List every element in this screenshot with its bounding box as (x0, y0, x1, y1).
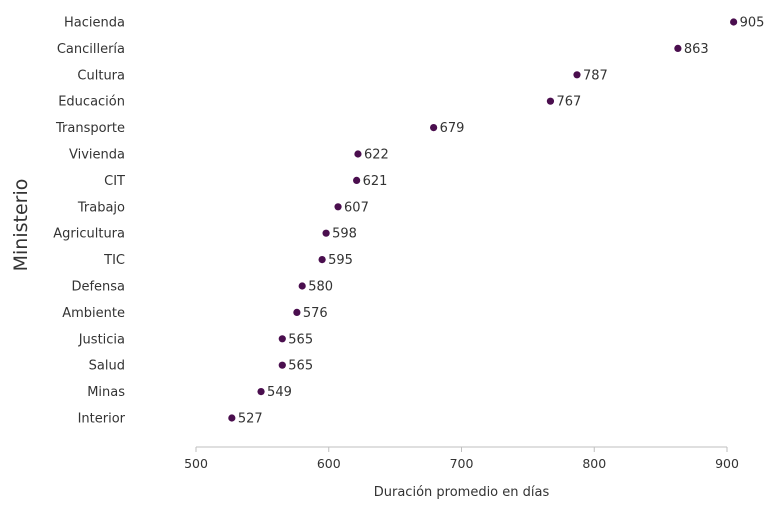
data-label: 767 (556, 95, 581, 110)
category-label: TIC (103, 253, 125, 268)
category-label: Educación (58, 95, 125, 110)
y-axis-title: Ministerio (10, 179, 32, 272)
category-label: Cancillería (57, 42, 125, 57)
category-label: Ambiente (62, 306, 125, 321)
category-label: Trabajo (77, 200, 125, 215)
data-label: 622 (364, 148, 389, 163)
data-point (730, 18, 738, 26)
data-label: 679 (440, 121, 465, 136)
data-point (334, 203, 342, 211)
data-point (278, 335, 286, 343)
category-label: Hacienda (64, 16, 125, 31)
data-label: 607 (344, 200, 369, 215)
x-tick-label: 700 (450, 456, 474, 471)
data-point (354, 150, 362, 158)
data-point (573, 71, 581, 79)
category-label: Salud (89, 359, 125, 374)
category-label: Cultura (77, 68, 125, 83)
data-point (228, 414, 236, 422)
category-label: Agricultura (53, 227, 125, 242)
data-label: 527 (238, 412, 263, 427)
data-point (298, 282, 306, 290)
data-label: 863 (684, 42, 709, 57)
data-point (353, 176, 361, 184)
category-label: Justicia (78, 332, 125, 347)
data-label: 580 (308, 280, 333, 295)
data-label: 565 (288, 332, 313, 347)
x-tick-label: 600 (317, 456, 341, 471)
data-label: 595 (328, 253, 353, 268)
data-label: 621 (363, 174, 388, 189)
data-point (674, 44, 682, 53)
data-point (257, 388, 265, 396)
data-label: 598 (332, 227, 357, 242)
data-point (430, 124, 438, 132)
data-point (546, 97, 555, 105)
x-tick-labels: 500 600 700 800 900 (184, 456, 739, 471)
data-points (228, 18, 738, 422)
category-label: CIT (104, 174, 125, 189)
category-label: Minas (87, 385, 125, 400)
x-tick-label: 800 (582, 456, 606, 471)
data-label: 787 (583, 68, 608, 83)
category-labels: Hacienda Cancillería Cultura Educación Trans… (53, 16, 125, 427)
category-label: Transporte (55, 121, 125, 136)
data-label: 576 (303, 306, 328, 321)
x-axis-title: Duración promedio en días (374, 485, 550, 500)
data-point (278, 361, 286, 369)
x-tick-label: 900 (715, 456, 739, 471)
data-point (318, 256, 326, 264)
category-label: Defensa (71, 280, 125, 295)
data-point (293, 308, 301, 316)
data-point (322, 229, 330, 237)
category-label: Vivienda (69, 148, 125, 163)
x-axis-ticks (195, 447, 728, 452)
category-label: Interior (78, 412, 126, 427)
data-label: 905 (740, 16, 765, 31)
x-tick-label: 500 (184, 456, 208, 471)
data-label: 565 (288, 359, 313, 374)
data-label: 549 (267, 385, 292, 400)
